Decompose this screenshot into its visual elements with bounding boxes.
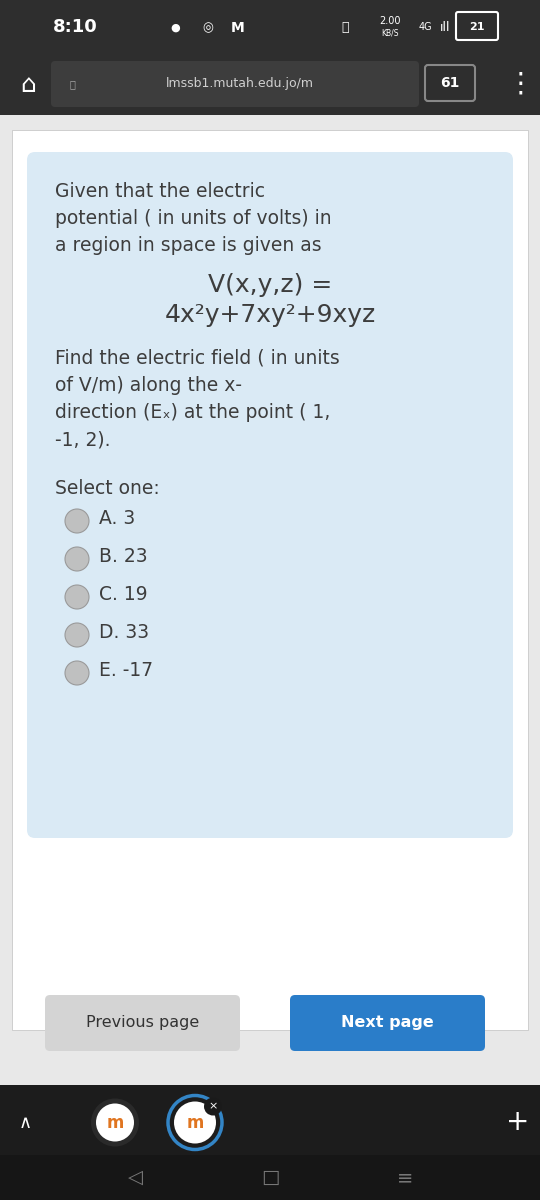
Text: KB/S: KB/S <box>381 29 399 38</box>
Circle shape <box>204 1098 222 1116</box>
FancyBboxPatch shape <box>290 995 485 1051</box>
Circle shape <box>65 623 89 647</box>
Text: 4x²y+7xy²+9xyz: 4x²y+7xy²+9xyz <box>164 302 376 326</box>
Text: □: □ <box>261 1168 279 1187</box>
Text: B. 23: B. 23 <box>99 547 147 566</box>
Circle shape <box>96 1104 134 1141</box>
Circle shape <box>65 584 89 608</box>
Text: 🔒: 🔒 <box>69 79 75 89</box>
Text: lmssb1.mutah.edu.jo/m: lmssb1.mutah.edu.jo/m <box>166 78 314 90</box>
FancyBboxPatch shape <box>0 0 540 55</box>
Text: m: m <box>106 1114 124 1132</box>
Text: ×: × <box>208 1102 218 1111</box>
Text: ⋮: ⋮ <box>506 70 534 98</box>
Circle shape <box>65 661 89 685</box>
Text: 21: 21 <box>469 23 485 32</box>
Text: ıll: ıll <box>440 20 450 34</box>
Circle shape <box>65 509 89 533</box>
Text: C. 19: C. 19 <box>99 584 147 604</box>
Circle shape <box>91 1098 139 1146</box>
Text: ◁: ◁ <box>127 1168 143 1187</box>
Text: A. 3: A. 3 <box>99 509 135 528</box>
Text: 2.00: 2.00 <box>379 17 401 26</box>
Circle shape <box>168 1096 222 1150</box>
Text: direction (Eₓ) at the point ( 1,: direction (Eₓ) at the point ( 1, <box>55 403 330 422</box>
FancyBboxPatch shape <box>51 61 419 107</box>
FancyBboxPatch shape <box>45 995 240 1051</box>
Circle shape <box>65 547 89 571</box>
Text: ≡: ≡ <box>397 1168 413 1187</box>
FancyBboxPatch shape <box>0 1085 540 1160</box>
Text: 8:10: 8:10 <box>52 18 97 36</box>
Text: -1, 2).: -1, 2). <box>55 430 111 449</box>
Text: m: m <box>186 1114 204 1132</box>
Text: 4G: 4G <box>418 23 432 32</box>
FancyBboxPatch shape <box>12 130 528 1030</box>
Text: D. 33: D. 33 <box>99 623 149 642</box>
Text: ∧: ∧ <box>18 1114 31 1132</box>
Text: Previous page: Previous page <box>86 1015 199 1031</box>
Text: E. -17: E. -17 <box>99 661 153 680</box>
Circle shape <box>174 1102 216 1144</box>
Text: potential ( in units of volts) in: potential ( in units of volts) in <box>55 209 332 228</box>
Text: 61: 61 <box>440 76 460 90</box>
Text: +: + <box>507 1109 530 1136</box>
Text: ●: ● <box>170 23 180 32</box>
Text: a region in space is given as: a region in space is given as <box>55 236 322 254</box>
Text: of V/m) along the x-: of V/m) along the x- <box>55 376 242 395</box>
Text: V(x,y,z) =: V(x,y,z) = <box>208 272 332 296</box>
Text: ◎: ◎ <box>202 20 213 34</box>
FancyBboxPatch shape <box>27 152 513 838</box>
Text: 🔔: 🔔 <box>341 20 349 34</box>
FancyBboxPatch shape <box>0 1154 540 1200</box>
Text: ⌂: ⌂ <box>20 73 36 97</box>
Text: Given that the electric: Given that the electric <box>55 182 265 200</box>
Text: Next page: Next page <box>341 1015 434 1031</box>
Text: Find the electric field ( in units: Find the electric field ( in units <box>55 349 340 368</box>
Text: M: M <box>231 20 245 35</box>
Text: Select one:: Select one: <box>55 479 160 498</box>
FancyBboxPatch shape <box>0 55 540 115</box>
